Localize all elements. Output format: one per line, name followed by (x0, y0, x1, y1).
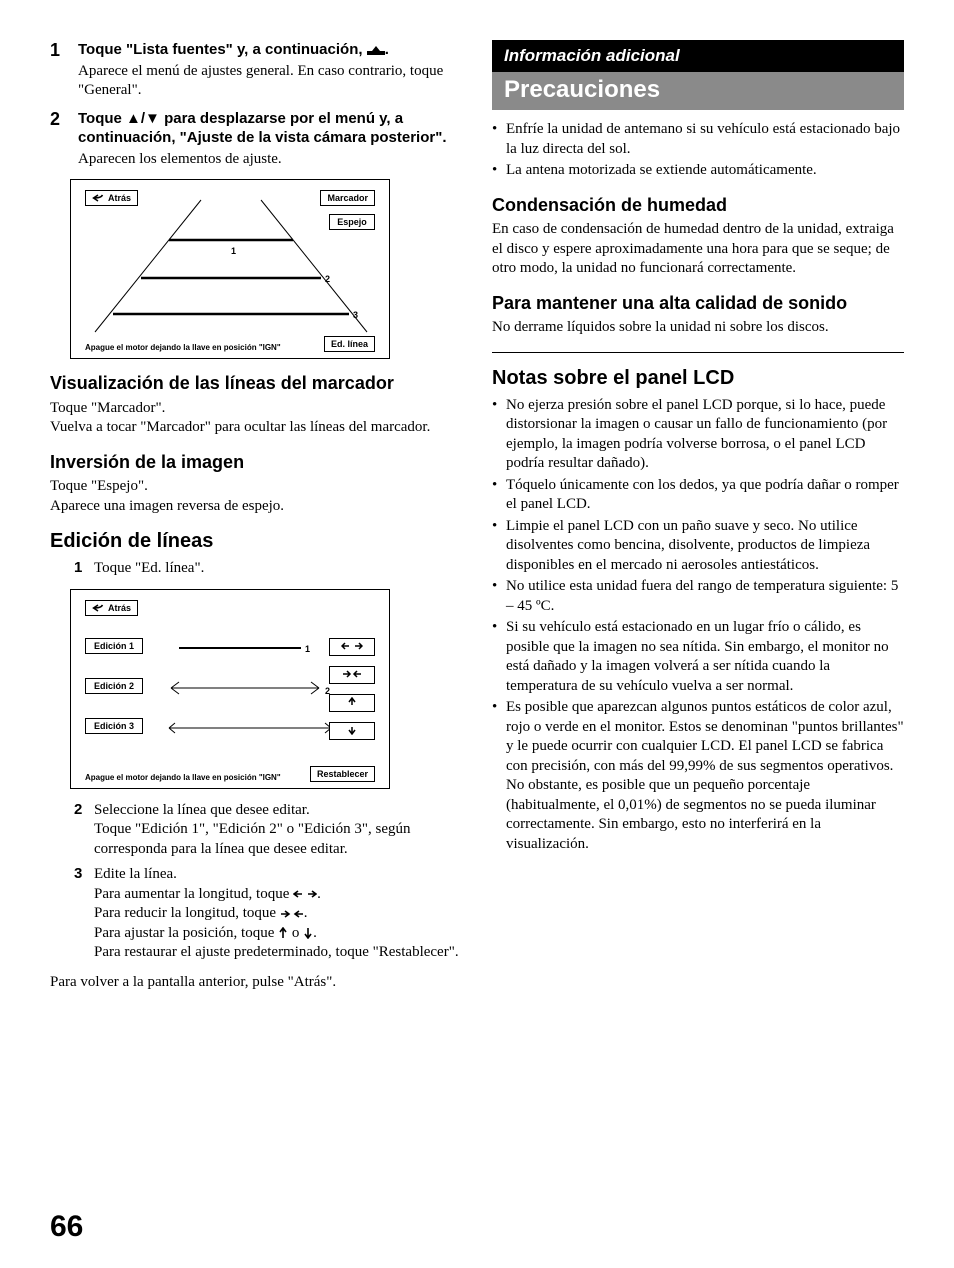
edit-step-1-text: Toque "Ed. línea". (94, 559, 462, 579)
sec-inversion-p1: Toque "Espejo". (50, 477, 462, 497)
edit-step-3-t1: Edite la línea. (94, 865, 462, 885)
diag2-edit1-button[interactable]: Edición 1 (85, 638, 143, 654)
edit-step-2: 2 Seleccione la línea que desee editar. … (74, 801, 462, 860)
arrow-out-left-icon (341, 641, 363, 651)
sec-inversion-p2: Aparece una imagen reversa de espejo. (50, 497, 462, 517)
top-bullet-0: Enfríe la unidad de antemano si su vehíc… (506, 120, 904, 159)
arrow-down-icon (303, 927, 313, 939)
arrow-up-icon (341, 697, 363, 707)
step-1: 1 Toque "Lista fuentes" y, a continuació… (50, 40, 462, 101)
sec-marker-title: Visualización de las líneas del marcador (50, 373, 462, 395)
svg-text:2: 2 (325, 274, 330, 284)
sec-marker-p2: Vuelva a tocar "Marcador" para ocultar l… (50, 418, 462, 438)
sec-cond-body: En caso de condensación de humedad dentr… (492, 220, 904, 279)
arrows-out-icon (293, 889, 317, 899)
back-text: Para volver a la pantalla anterior, puls… (50, 973, 462, 993)
lcd-bullet-5: Es posible que aparezcan algunos puntos … (506, 698, 904, 854)
t3a: Para reducir la longitud, toque (94, 905, 280, 921)
edit-step-2-t2: Toque "Edición 1", "Edición 2" o "Edició… (94, 820, 462, 859)
lcd-bullet-1: Tóquelo únicamente con los dedos, ya que… (506, 476, 904, 515)
edit-step-3-t4: Para ajustar la posición, toque o . (94, 924, 462, 944)
svg-text:3: 3 (353, 310, 358, 320)
diag2-reset-button[interactable]: Restablecer (310, 766, 375, 782)
edit-step-2-num: 2 (74, 801, 94, 860)
diag2-expand-left-button[interactable] (329, 638, 375, 656)
t2b: . (317, 886, 321, 902)
diag1-back-label: Atrás (108, 193, 131, 203)
grey-band: Precauciones (492, 72, 904, 110)
diag1-edit-button[interactable]: Ed. línea (324, 336, 375, 352)
t4a: Para ajustar la posición, toque (94, 925, 278, 941)
arrow-up-icon (278, 927, 288, 939)
black-band: Información adicional (492, 40, 904, 72)
sec-sound-body: No derrame líquidos sobre la unidad ni s… (492, 318, 904, 338)
step-1-title-b: . (385, 41, 389, 58)
left-column: 1 Toque "Lista fuentes" y, a continuació… (50, 40, 462, 992)
step-1-title: Toque "Lista fuentes" y, a continuación,… (78, 40, 462, 60)
diagram-1: 1 2 3 Atrás Marcador Espejo Ed. línea Ap… (70, 179, 390, 359)
page-number: 66 (50, 1210, 83, 1244)
lcd-bullet-4: Si su vehículo está estacionado en un lu… (506, 618, 904, 696)
diagram-1-svg: 1 2 3 (71, 180, 391, 360)
back-arrow-icon (92, 193, 104, 203)
arrow-down-icon (341, 725, 363, 735)
edit-step-3-t2: Para aumentar la longitud, toque . (94, 885, 462, 905)
t4mid: o (288, 925, 303, 941)
step-2-desc: Aparecen los elementos de ajuste. (78, 150, 462, 170)
diag2-edit3-button[interactable]: Edición 3 (85, 718, 143, 734)
lcd-bullets: No ejerza presión sobre el panel LCD por… (492, 396, 904, 855)
edit-step-3-t3: Para reducir la longitud, toque . (94, 904, 462, 924)
edit-step-2-t1: Seleccione la línea que desee editar. (94, 801, 462, 821)
diag1-back-button[interactable]: Atrás (85, 190, 138, 206)
step-1-num: 1 (50, 40, 78, 101)
edit-step-1-num: 1 (74, 559, 94, 579)
svg-text:1: 1 (305, 644, 310, 654)
diag2-caption: Apague el motor dejando la llave en posi… (85, 773, 281, 782)
diag2-back-button[interactable]: Atrás (85, 600, 138, 616)
arrows-in-icon (280, 909, 304, 919)
diag1-marker-button[interactable]: Marcador (320, 190, 375, 206)
right-column: Información adicional Precauciones Enfrí… (492, 40, 904, 992)
diag2-up-button[interactable] (329, 694, 375, 712)
sec-edit-title: Edición de líneas (50, 530, 462, 553)
top-bullets: Enfríe la unidad de antemano si su vehíc… (492, 120, 904, 181)
diagram-2: 1 2 3 Atrás Edición 1 Edición 2 Edición … (70, 589, 390, 789)
svg-text:1: 1 (231, 246, 236, 256)
diag2-edit2-button[interactable]: Edición 2 (85, 678, 143, 694)
step-1-desc: Aparece el menú de ajustes general. En c… (78, 62, 462, 101)
sec-sound-title: Para mantener una alta calidad de sonido (492, 293, 904, 315)
t2a: Para aumentar la longitud, toque (94, 886, 293, 902)
settings-icon (367, 44, 385, 56)
edit-step-3-num: 3 (74, 865, 94, 963)
step-2-title: Toque ▲/▼ para desplazarse por el menú y… (78, 109, 462, 148)
t3b: . (304, 905, 308, 921)
diag2-contract-button[interactable] (329, 666, 375, 684)
top-bullet-1: La antena motorizada se extiende automát… (506, 161, 817, 181)
diag1-caption: Apague el motor dejando la llave en posi… (85, 343, 281, 352)
edit-step-1: 1 Toque "Ed. línea". (74, 559, 462, 579)
edit-step-3-t5: Para restaurar el ajuste predeterminado,… (94, 943, 462, 963)
back-arrow-icon (92, 603, 104, 613)
step-2: 2 Toque ▲/▼ para desplazarse por el menú… (50, 109, 462, 170)
lcd-bullet-0: No ejerza presión sobre el panel LCD por… (506, 396, 904, 474)
diag2-back-label: Atrás (108, 603, 131, 613)
sec-cond-title: Condensación de humedad (492, 195, 904, 217)
step-1-title-a: Toque "Lista fuentes" y, a continuación, (78, 41, 367, 58)
lcd-bullet-3: No utilice esta unidad fuera del rango d… (506, 577, 904, 616)
edit-step-3: 3 Edite la línea. Para aumentar la longi… (74, 865, 462, 963)
sec-lcd-title: Notas sobre el panel LCD (492, 367, 904, 390)
t4b: . (313, 925, 317, 941)
diag2-down-button[interactable] (329, 722, 375, 740)
step-2-num: 2 (50, 109, 78, 170)
sec-inversion-title: Inversión de la imagen (50, 452, 462, 474)
sec-marker-p1: Toque "Marcador". (50, 399, 462, 419)
diag1-mirror-button[interactable]: Espejo (329, 214, 375, 230)
lcd-bullet-2: Limpie el panel LCD con un paño suave y … (506, 517, 904, 576)
arrow-in-icon (341, 669, 363, 679)
divider (492, 352, 904, 353)
